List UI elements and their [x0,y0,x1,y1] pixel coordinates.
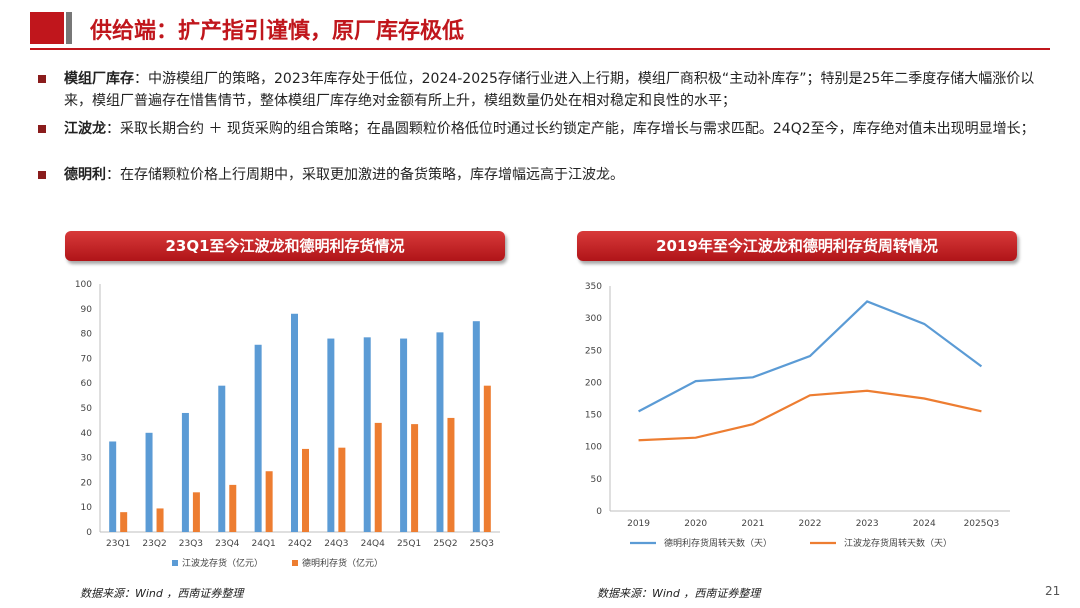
bar-longsys [181,412,189,532]
x-tick-label: 23Q4 [215,539,240,549]
x-tick-label: 25Q1 [397,539,421,549]
bar-demingli [302,448,309,532]
y-tick-label: 40 [81,429,93,439]
inventory-bar-chart: 0 10 20 30 40 50 60 70 80 90 100 23Q1 23Q2 23Q3 23Q4 24… [75,280,500,569]
y-tick-label: 0 [596,507,602,517]
series-line-demingli [638,300,983,413]
page-title: 供给端：扩产指引谨慎，原厂库存极低 [90,19,465,44]
legend-label: 江波龙存货周转天数（天） [844,537,952,549]
bullet-label: 模组厂库存 [64,71,134,87]
y-tick-label: 50 [591,475,603,485]
x-tick-label: 23Q3 [179,539,203,549]
y-tick-label: 60 [81,379,93,389]
bar-longsys [327,338,335,532]
y-tick-label: 90 [81,305,93,315]
bullet-item-module-inventory: 模组厂库存：中游模组厂的策略，2023年库存处于低位，2024-2025存储行业… [38,68,1050,112]
bullet-square-icon [38,171,46,179]
y-tick-label: 0 [86,528,92,538]
series-line-longsys [638,389,982,442]
y-tick-label: 100 [585,443,602,453]
y-tick-label: 50 [81,404,93,414]
bar-demingli [338,447,346,532]
right-source-note: 数据来源：Wind ，西南证券整理 [597,587,761,600]
title-accent-bar [66,12,72,44]
left-source-note: 数据来源：Wind ，西南证券整理 [80,587,244,600]
y-tick-label: 20 [81,478,93,488]
turnover-line-chart: 0 50 100 150 200 250 300 350 2019 2020 2021 2022 202… [585,282,1010,549]
x-tick-label: 2021 [741,519,764,529]
y-tick-label: 250 [585,346,602,356]
bar-longsys [363,337,371,532]
bar-demingli [192,492,200,532]
bar-longsys [436,332,444,532]
legend-swatch [292,560,298,566]
bullet-label: 德明利 [64,167,106,183]
bullet-square-icon [38,125,46,133]
bar-demingli [120,512,128,532]
legend-label: 德明利存货（亿元） [302,557,383,569]
legend-label: 江波龙存货（亿元） [182,557,263,569]
bar-demingli [265,471,273,532]
bar-demingli [156,508,164,532]
x-tick-label: 24Q3 [324,539,348,549]
bar-demingli [411,424,419,532]
y-tick-label: 10 [81,503,93,513]
bar-longsys [291,313,298,532]
bullet-square-icon [38,75,46,83]
y-tick-label: 80 [81,330,93,340]
bar-longsys [472,321,480,532]
y-tick-label: 300 [585,314,602,324]
x-tick-label: 24Q1 [252,539,276,549]
y-tick-label: 150 [585,411,602,421]
bar-demingli [447,417,455,532]
x-tick-label: 2025Q3 [964,519,1000,529]
y-tick-label: 70 [81,354,93,364]
x-tick-label: 2020 [684,519,707,529]
legend-label: 德明利存货周转天数（天） [664,537,772,549]
x-tick-label: 25Q3 [470,539,494,549]
bullet-item-longsys: 江波龙：采取长期合约 ＋ 现货采购的组合策略；在晶圆颗粒价格低位时通过长约锁定产… [38,118,1050,140]
x-tick-label: 24Q4 [361,539,386,549]
x-tick-label: 23Q1 [106,539,130,549]
bullet-item-demingli: 德明利：在存储颗粒价格上行周期中，采取更加激进的备货策略，库存增幅远高于江波龙。 [38,164,1050,186]
x-tick-label: 23Q2 [142,539,166,549]
x-tick-label: 2024 [913,519,936,529]
x-tick-label: 25Q2 [433,539,457,549]
title-accent-block [30,12,64,44]
legend-swatch [172,560,178,566]
x-tick-label: 2019 [627,519,650,529]
y-tick-label: 30 [81,454,93,464]
y-tick-label: 200 [585,378,602,388]
y-tick-label: 350 [585,282,602,292]
page-number: 21 [1045,584,1061,598]
bar-demingli [483,385,491,532]
bullet-text: ：中游模组厂的策略，2023年库存处于低位，2024-2025存储行业进入上行期… [64,71,1035,109]
bar-longsys [254,344,262,532]
bar-demingli [229,484,237,532]
right-chart-banner: 2019年至今江波龙和德明利存货周转情况 [577,231,1017,261]
x-tick-label: 2022 [799,519,822,529]
y-tick-label: 100 [75,280,92,290]
bullet-label: 江波龙 [64,121,106,137]
x-tick-label: 2023 [856,519,879,529]
x-tick-label: 24Q2 [288,539,312,549]
bar-demingli [374,422,382,532]
title-divider [30,48,1050,50]
bullet-text: ：采取长期合约 ＋ 现货采购的组合策略；在晶圆颗粒价格低位时通过长约锁定产能，库… [106,121,1035,137]
bar-longsys [145,432,153,532]
bar-longsys [218,385,226,532]
bar-longsys [109,441,117,532]
bullet-text: ：在存储颗粒价格上行周期中，采取更加激进的备货策略，库存增幅远高于江波龙。 [106,167,624,183]
left-chart-banner: 23Q1至今江波龙和德明利存货情况 [65,231,505,261]
bar-longsys [400,338,408,532]
